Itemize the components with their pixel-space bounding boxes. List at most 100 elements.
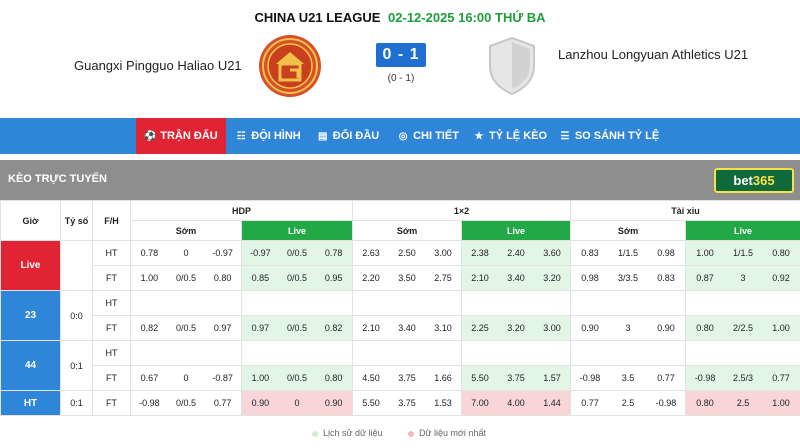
tab-odds[interactable]: ★ TỶ LỆ KÈO — [472, 118, 548, 154]
ou-live-cell: 1.00 1/1.5 0.80 — [685, 240, 800, 266]
league-line: CHINA U21 LEAGUE 02-12-2025 16:00 THỨ BA — [0, 10, 800, 25]
odds-value: 0.90 — [251, 398, 270, 408]
x12-early-cell: 4.50 3.75 1.66 — [352, 365, 463, 391]
row-score: 0:1 — [60, 390, 93, 416]
tab-head-to-head[interactable]: ▤ ĐỐI ĐẦU — [312, 118, 384, 154]
table-row: 44 0:1 HT — [0, 340, 800, 391]
odds-value: 0.90 — [324, 398, 343, 408]
x12-live-cell: 7.00 4.00 1.44 — [461, 390, 572, 416]
header-ou-early: Sớm — [570, 220, 687, 241]
odds-value: 3/3.5 — [617, 273, 639, 283]
odds-value: 3.00 — [543, 323, 561, 333]
hdp-early-cell — [130, 340, 242, 366]
odds-value: 0.85 — [251, 273, 270, 283]
odds-value: 2.38 — [471, 248, 489, 258]
odds-value: 0/0.5 — [175, 323, 197, 333]
odds-value: 0.92 — [772, 273, 790, 283]
hdp-early-cell — [130, 290, 242, 316]
header-ou-live: Live — [685, 220, 800, 241]
head-to-head-icon: ▤ — [318, 131, 328, 142]
odds-value: 3.40 — [507, 273, 525, 283]
odds-value: 1.00 — [772, 323, 790, 333]
details-icon: ◎ — [398, 131, 408, 142]
x12-early-cell: 2.20 3.50 2.75 — [352, 265, 463, 291]
ou-live-cell: -0.98 2.5/3 0.77 — [685, 365, 800, 391]
odds-value: 0.78 — [324, 248, 343, 258]
odds-value: 3.10 — [434, 323, 452, 333]
row-time-label: HT — [0, 390, 61, 416]
header-hdp: HDP — [129, 200, 354, 221]
away-team-name[interactable]: Lanzhou Longyuan Athletics U21 — [558, 47, 749, 62]
header-fh: F/H — [92, 200, 131, 241]
odds-value: 0.80 — [324, 373, 343, 383]
odds-value: 4.00 — [507, 398, 525, 408]
home-team-name[interactable]: Guangxi Pingguo Haliao U21 — [74, 58, 242, 73]
odds-value: 0.90 — [581, 323, 599, 333]
x12-early-cell — [352, 340, 463, 366]
odds-value: 0/0.5 — [286, 373, 308, 383]
odds-value: 0.95 — [324, 273, 343, 283]
tab-match[interactable]: ⚽ TRẬN ĐẤU — [136, 118, 226, 154]
row-score: 0:0 — [60, 290, 93, 341]
hdp-early-cell: 0.67 0 -0.87 — [130, 365, 242, 391]
odds-value: 2.10 — [362, 323, 380, 333]
x12-live-cell — [461, 290, 572, 316]
soccer-ball-icon: ⚽ — [144, 131, 157, 142]
live-odds-bar: KÈO TRỰC TUYẾN — [0, 160, 800, 200]
row-phase: HT — [92, 290, 131, 316]
odds-value: 0.77 — [213, 398, 232, 408]
row-time-label: 23 — [0, 290, 61, 341]
odds-value: 0.83 — [581, 248, 599, 258]
odds-value: 0.90 — [657, 323, 675, 333]
odds-value: 2/2.5 — [733, 323, 754, 333]
odds-value: 0.77 — [657, 373, 675, 383]
match-score: 0 - 1 — [376, 43, 426, 67]
odds-value: 1.44 — [543, 398, 561, 408]
row-phase: FT — [92, 390, 131, 416]
bet365-button[interactable]: bet365 — [714, 168, 794, 193]
league-name[interactable]: CHINA U21 LEAGUE — [254, 10, 381, 25]
hdp-live-cell: 1.00 0/0.5 0.80 — [240, 365, 354, 391]
odds-value: 0.82 — [324, 323, 343, 333]
half-time-score: (0 - 1) — [387, 73, 415, 84]
odds-value: 0/0.5 — [286, 273, 308, 283]
tab-details[interactable]: ◎ CHI TIẾT — [392, 118, 464, 154]
odds-value: 3.5 — [621, 373, 635, 383]
odds-value: 3 — [625, 323, 631, 333]
odds-value: 2.75 — [434, 273, 452, 283]
row-phase: FT — [92, 265, 131, 291]
odds-value: 0.80 — [696, 323, 714, 333]
match-header: CHINA U21 LEAGUE 02-12-2025 16:00 THỨ BA… — [0, 0, 800, 118]
match-nav: ⚽ TRẬN ĐẤU ☷ ĐỘI HÌNH ▤ ĐỐI ĐẦU ◎ CHI TIẾT ★… — [0, 118, 800, 154]
green-dot-icon — [312, 430, 318, 437]
ou-early-cell: 0.83 1/1.5 0.98 — [570, 240, 687, 266]
x12-live-cell: 2.38 2.40 3.60 — [461, 240, 572, 266]
odds-value: 0 — [294, 398, 300, 408]
x12-early-cell: 5.50 3.75 1.53 — [352, 390, 463, 416]
odds-icon: ★ — [474, 131, 484, 142]
row-score — [60, 240, 93, 291]
tab-compare-odds[interactable]: ☰ SO SÁNH TỶ LỆ — [556, 118, 662, 154]
odds-value: 0.97 — [251, 323, 270, 333]
odds-value: 2.25 — [471, 323, 489, 333]
ou-live-cell: 0.80 2.5 1.00 — [685, 390, 800, 416]
tab-lineup[interactable]: ☷ ĐỘI HÌNH — [230, 118, 306, 154]
odds-value: 1/1.5 — [617, 248, 639, 258]
odds-value: 2.5 — [736, 398, 750, 408]
header-hdp-live: Live — [240, 220, 354, 241]
odds-value: 2.10 — [471, 273, 489, 283]
odds-value: -0.87 — [212, 373, 233, 383]
odds-value: 5.50 — [362, 398, 380, 408]
ou-early-cell: 0.90 3 0.90 — [570, 315, 687, 341]
compare-icon: ☰ — [560, 131, 570, 142]
table-row: FT 1.00 0/0.5 0.80 0.85 0/0.5 0.95 2.20 3.50 2… — [1, 265, 800, 291]
odds-value: -0.98 — [579, 373, 601, 383]
ou-early-cell: 0.98 3/3.5 0.83 — [570, 265, 687, 291]
odds-value: 1.00 — [696, 248, 714, 258]
x12-live-cell: 5.50 3.75 1.57 — [461, 365, 572, 391]
odds-value: 2.63 — [362, 248, 380, 258]
ou-live-cell: 0.80 2/2.5 1.00 — [685, 315, 800, 341]
odds-value: 0.67 — [140, 373, 159, 383]
hdp-live-cell: 0.97 0/0.5 0.82 — [240, 315, 354, 341]
ou-live-cell: 0.87 3 0.92 — [685, 265, 800, 291]
